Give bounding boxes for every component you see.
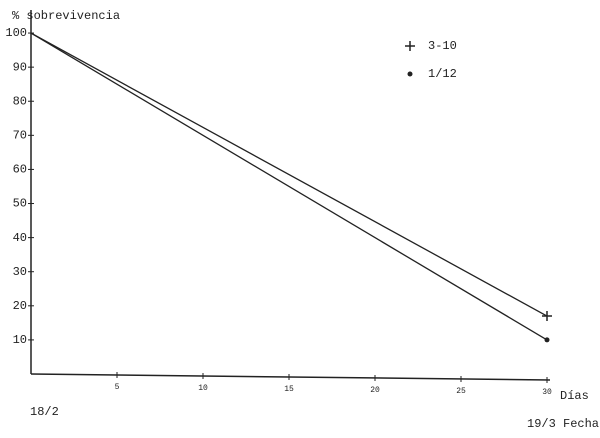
series-line: [30, 32, 548, 317]
y-tick-label: 90: [13, 60, 27, 74]
x-tick-label: 20: [370, 386, 380, 395]
y-tick-label: 10: [13, 333, 27, 347]
y-tick-label: 100: [5, 26, 27, 40]
x-tick-label: 10: [198, 384, 208, 393]
y-tick-label: 50: [13, 197, 27, 211]
series-line: [30, 32, 548, 341]
legend-label: 3-10: [428, 39, 457, 53]
marker: [542, 311, 552, 322]
marker: [544, 337, 550, 343]
end-date: 19/3 Fecha: [527, 417, 599, 431]
start-date: 18/2: [30, 405, 59, 419]
x-tick-label: 5: [115, 383, 120, 392]
y-tick-label: 30: [13, 265, 27, 279]
legend-marker: [407, 71, 413, 77]
y-tick-label: 20: [13, 299, 27, 313]
x-axis-label: Días: [560, 389, 589, 403]
x-tick-label: 15: [284, 385, 294, 394]
y-tick-label: 80: [13, 94, 27, 108]
x-tick-label: 30: [542, 388, 552, 397]
x-tick-label: 25: [456, 387, 466, 396]
legend-label: 1/12: [428, 67, 457, 81]
y-tick-label: 40: [13, 231, 27, 245]
y-tick-label: 70: [13, 129, 27, 143]
x-axis: [30, 373, 551, 381]
legend-marker: [405, 41, 415, 51]
y-axis-label: % sobrevivencia: [12, 9, 120, 23]
y-tick-label: 60: [13, 163, 27, 177]
